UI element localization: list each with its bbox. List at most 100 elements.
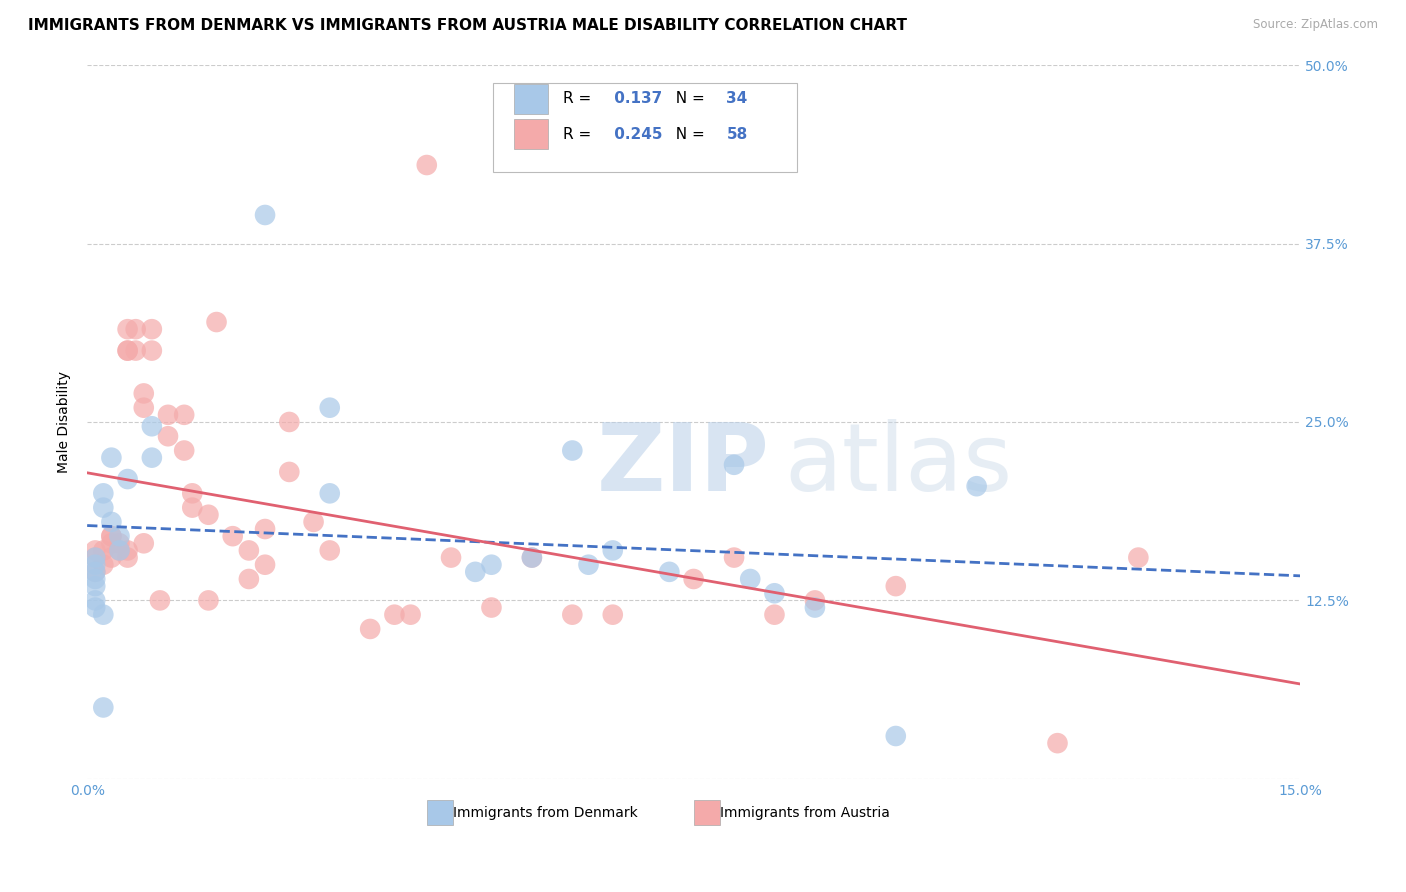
Point bbox=[302, 515, 325, 529]
Bar bbox=[515, 84, 548, 113]
Text: 34: 34 bbox=[727, 91, 748, 106]
Point bbox=[520, 550, 543, 565]
Point bbox=[197, 593, 219, 607]
Point bbox=[740, 572, 762, 586]
Text: atlas: atlas bbox=[785, 418, 1012, 511]
Point bbox=[481, 558, 503, 572]
Point bbox=[464, 565, 486, 579]
Point bbox=[141, 322, 163, 336]
Point bbox=[132, 536, 155, 550]
Point bbox=[91, 700, 114, 714]
Point bbox=[319, 543, 342, 558]
Text: N =: N = bbox=[665, 127, 710, 142]
Point bbox=[84, 558, 107, 572]
Point bbox=[84, 572, 107, 586]
Point bbox=[117, 343, 139, 358]
Point bbox=[156, 429, 179, 443]
Point bbox=[84, 543, 107, 558]
Point bbox=[197, 508, 219, 522]
Point bbox=[254, 208, 277, 222]
Point bbox=[416, 158, 439, 172]
Point bbox=[561, 607, 583, 622]
Point bbox=[222, 529, 245, 543]
Point bbox=[384, 607, 406, 622]
Point bbox=[108, 543, 131, 558]
Point bbox=[181, 500, 204, 515]
Text: 0.245: 0.245 bbox=[609, 127, 662, 142]
Point bbox=[117, 472, 139, 486]
Text: ZIP: ZIP bbox=[596, 418, 769, 511]
Point bbox=[91, 500, 114, 515]
Point bbox=[602, 543, 624, 558]
Point bbox=[723, 550, 745, 565]
Text: Immigrants from Denmark: Immigrants from Denmark bbox=[454, 806, 638, 820]
Point bbox=[278, 465, 301, 479]
Point bbox=[141, 450, 163, 465]
Point bbox=[520, 550, 543, 565]
Point bbox=[91, 543, 114, 558]
Point bbox=[1128, 550, 1150, 565]
Point bbox=[84, 565, 107, 579]
Point bbox=[100, 515, 122, 529]
Point bbox=[84, 600, 107, 615]
Point bbox=[238, 543, 260, 558]
Point bbox=[156, 408, 179, 422]
Point bbox=[132, 386, 155, 401]
Point bbox=[763, 586, 786, 600]
Point bbox=[100, 550, 122, 565]
Point bbox=[108, 543, 131, 558]
Text: Immigrants from Austria: Immigrants from Austria bbox=[720, 806, 890, 820]
Point bbox=[173, 408, 195, 422]
Point bbox=[91, 486, 114, 500]
Point bbox=[141, 419, 163, 434]
Point bbox=[181, 486, 204, 500]
Point bbox=[319, 486, 342, 500]
Point bbox=[132, 401, 155, 415]
Point bbox=[91, 607, 114, 622]
Point bbox=[602, 607, 624, 622]
Point bbox=[804, 600, 827, 615]
Point bbox=[117, 322, 139, 336]
Point bbox=[254, 558, 277, 572]
Point bbox=[141, 343, 163, 358]
Text: N =: N = bbox=[665, 91, 710, 106]
Point bbox=[100, 450, 122, 465]
Point bbox=[1046, 736, 1069, 750]
Point bbox=[117, 343, 139, 358]
Point bbox=[91, 558, 114, 572]
Point bbox=[399, 607, 422, 622]
Point bbox=[763, 607, 786, 622]
Point bbox=[254, 522, 277, 536]
Point bbox=[108, 536, 131, 550]
Point bbox=[84, 593, 107, 607]
Point bbox=[682, 572, 704, 586]
Point bbox=[84, 550, 107, 565]
Point bbox=[117, 543, 139, 558]
Point bbox=[173, 443, 195, 458]
Point bbox=[100, 536, 122, 550]
Point bbox=[723, 458, 745, 472]
Point bbox=[658, 565, 681, 579]
Bar bbox=[515, 120, 548, 149]
Point bbox=[100, 529, 122, 543]
Text: 0.137: 0.137 bbox=[609, 91, 662, 106]
FancyBboxPatch shape bbox=[494, 83, 797, 172]
Point bbox=[319, 401, 342, 415]
Text: 58: 58 bbox=[727, 127, 748, 142]
Point bbox=[108, 529, 131, 543]
Point bbox=[84, 579, 107, 593]
Point bbox=[124, 322, 146, 336]
Point bbox=[84, 565, 107, 579]
Point bbox=[117, 550, 139, 565]
Point bbox=[124, 343, 146, 358]
Text: Source: ZipAtlas.com: Source: ZipAtlas.com bbox=[1253, 18, 1378, 31]
Point bbox=[578, 558, 600, 572]
Point bbox=[359, 622, 381, 636]
Point bbox=[966, 479, 988, 493]
Text: IMMIGRANTS FROM DENMARK VS IMMIGRANTS FROM AUSTRIA MALE DISABILITY CORRELATION C: IMMIGRANTS FROM DENMARK VS IMMIGRANTS FR… bbox=[28, 18, 907, 33]
Point bbox=[149, 593, 172, 607]
Point bbox=[238, 572, 260, 586]
Point bbox=[440, 550, 463, 565]
Y-axis label: Male Disability: Male Disability bbox=[58, 371, 72, 473]
Point bbox=[100, 529, 122, 543]
